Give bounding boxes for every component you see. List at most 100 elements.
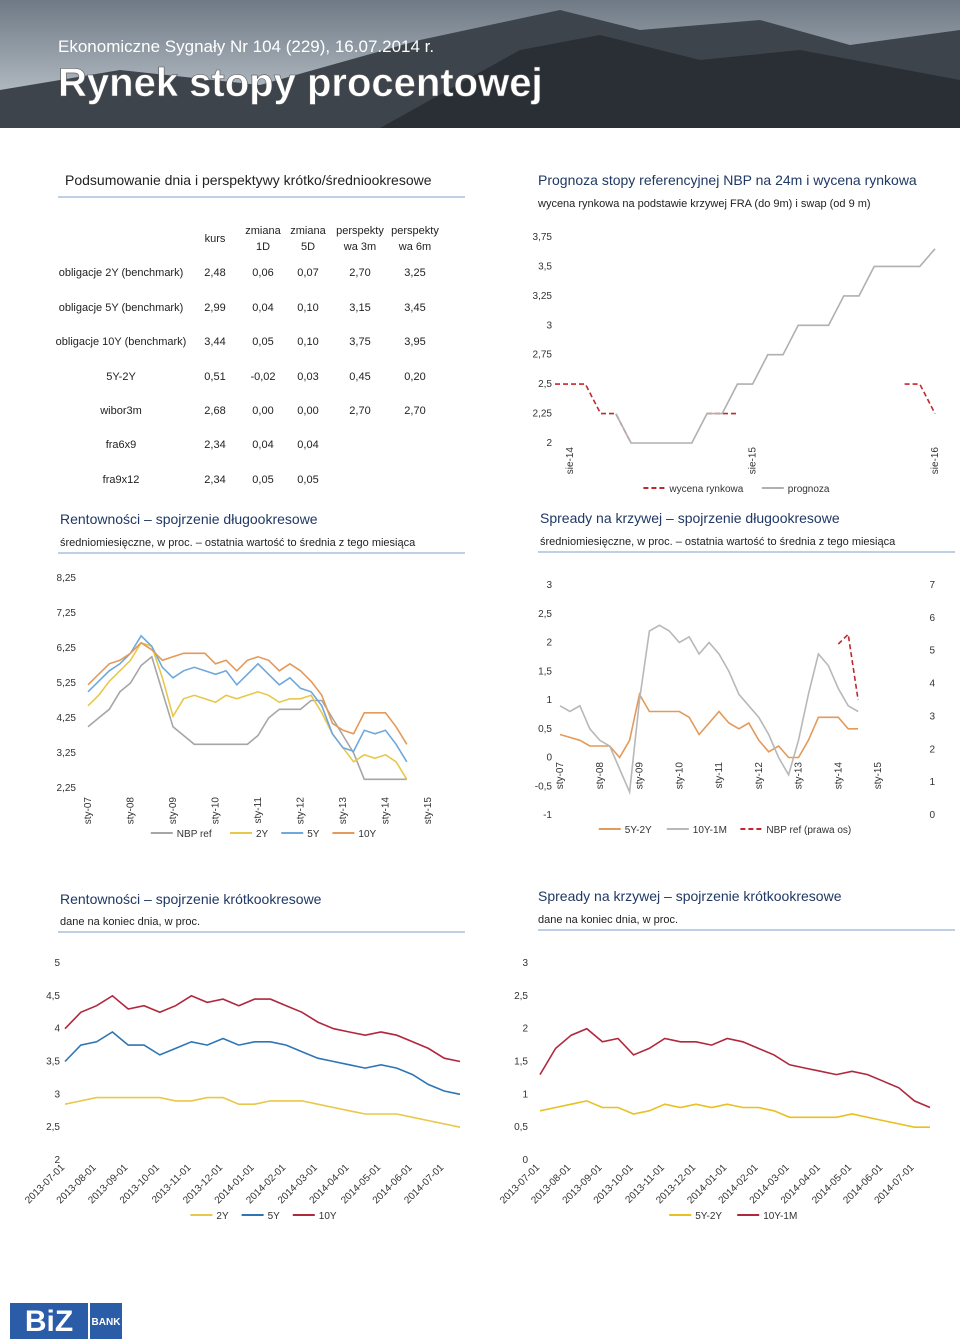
y-tick-label: 0 — [522, 1155, 528, 1166]
cell: 3,15 — [349, 302, 370, 314]
y-tick-label: 2,75 — [533, 350, 553, 361]
column-header: zmiana — [290, 225, 326, 237]
x-tick-label: sty-11 — [253, 797, 264, 824]
y-tick-label: 2,5 — [538, 609, 552, 620]
y2-tick-label: 4 — [929, 679, 935, 690]
mountain — [380, 35, 960, 128]
legend-label: 5Y — [307, 829, 320, 840]
legend-label: prognoza — [788, 484, 830, 495]
cell: 0,04 — [252, 439, 273, 451]
y-tick-label: 3 — [54, 1089, 60, 1100]
cell: 3,25 — [404, 267, 425, 279]
cell: 0,03 — [297, 371, 318, 383]
x-tick-label: sie-16 — [930, 447, 941, 475]
x-tick-label: sty-13 — [338, 797, 349, 825]
y-tick-label: 4,25 — [57, 713, 77, 724]
series-line — [64, 994, 461, 1063]
cell: 0,04 — [252, 302, 273, 314]
series-line — [559, 624, 859, 796]
x-tick-label: sty-15 — [423, 797, 434, 825]
series-line — [87, 641, 408, 780]
y2-tick-label: 6 — [929, 613, 935, 624]
chart-subtitle: wycena rynkowa na podstawie krzywej FRA … — [537, 198, 871, 210]
row-label: wibor3m — [99, 405, 142, 417]
legend-label: 5Y — [268, 1211, 281, 1222]
y-tick-label: 2 — [546, 438, 552, 449]
y-tick-label: 5,25 — [57, 678, 77, 689]
column-header: wa 6m — [398, 241, 431, 253]
y-tick-label: 3,25 — [533, 291, 553, 302]
legend-label: 5Y-2Y — [625, 825, 652, 836]
cell: 3,95 — [404, 336, 425, 348]
y-tick-label: 0,5 — [514, 1122, 528, 1133]
y-tick-label: 0,5 — [538, 724, 552, 735]
cell: 0,05 — [252, 336, 273, 348]
y-tick-label: 2,5 — [514, 991, 528, 1002]
cell: 0,10 — [297, 302, 318, 314]
x-tick-label: sty-14 — [381, 797, 392, 825]
y-tick-label: 2,25 — [57, 783, 77, 794]
y-tick-label: 2 — [54, 1155, 60, 1166]
row-label: obligacje 5Y (benchmark) — [59, 302, 184, 314]
x-tick-label: sty-09 — [168, 797, 179, 825]
cell: 0,05 — [252, 474, 273, 486]
legend-label: wycena rynkowa — [668, 484, 743, 495]
series-line — [615, 248, 936, 444]
y-tick-label: 1,5 — [538, 666, 552, 677]
cell: 3,75 — [349, 336, 370, 348]
chart-title: Spready na krzywej – spojrzenie długookr… — [540, 510, 840, 526]
series-line — [87, 641, 408, 745]
x-tick-label: sie-15 — [748, 447, 759, 475]
y-tick-label: 1,5 — [514, 1057, 528, 1068]
column-header: zmiana — [245, 225, 281, 237]
legend-label: 10Y — [358, 829, 376, 840]
header-title: Rynek stopy procentowej — [58, 61, 543, 105]
row-label: obligacje 10Y (benchmark) — [56, 336, 187, 348]
legend-label: 10Y-1M — [763, 1211, 797, 1222]
y2-tick-label: 5 — [929, 646, 935, 657]
column-header: wa 3m — [343, 241, 376, 253]
x-tick-label: sty-08 — [595, 762, 606, 790]
y-tick-label: 2 — [522, 1024, 528, 1035]
y-tick-label: -0,5 — [535, 781, 553, 792]
cell: 2,70 — [349, 267, 370, 279]
y-tick-label: 2,5 — [46, 1122, 60, 1133]
legend-label: 5Y-2Y — [695, 1211, 722, 1222]
y-tick-label: 3 — [546, 320, 552, 331]
column-header: 5D — [301, 241, 315, 253]
cell: 2,48 — [204, 267, 225, 279]
cell: 0,07 — [297, 267, 318, 279]
series-line — [539, 1027, 931, 1109]
cell: 0,04 — [297, 439, 318, 451]
column-header: perspekty — [336, 225, 384, 237]
y2-tick-label: 0 — [929, 810, 935, 821]
y-tick-label: 2,25 — [533, 409, 553, 420]
series-line — [837, 632, 859, 701]
cell: 2,70 — [404, 405, 425, 417]
row-label: fra9x12 — [103, 474, 140, 486]
y2-tick-label: 7 — [929, 580, 935, 591]
cell: 0,20 — [404, 371, 425, 383]
chart-subtitle: dane na koniec dnia, w proc. — [60, 916, 200, 928]
x-tick-label: sty-11 — [714, 762, 725, 789]
cell: 3,45 — [404, 302, 425, 314]
cell: 0,05 — [297, 474, 318, 486]
row-label: 5Y-2Y — [106, 371, 136, 383]
cell: -0,02 — [250, 371, 275, 383]
cell: 2,70 — [349, 405, 370, 417]
cell: 2,68 — [204, 405, 225, 417]
cell: 0,10 — [297, 336, 318, 348]
y-tick-label: 1 — [546, 695, 552, 706]
legend-label: 2Y — [216, 1211, 229, 1222]
series-line — [64, 1096, 461, 1128]
logo: BiZ — [25, 1305, 73, 1338]
column-header: perspekty — [391, 225, 439, 237]
x-tick-label: sty-10 — [211, 797, 222, 825]
legend-label: NBP ref — [177, 829, 212, 840]
chart-title: Spready na krzywej – spojrzenie krótkook… — [538, 888, 842, 904]
x-tick-label: sty-13 — [794, 762, 805, 790]
logo-box — [90, 1303, 122, 1339]
y-tick-label: 1 — [522, 1089, 528, 1100]
series-line — [64, 1031, 461, 1096]
